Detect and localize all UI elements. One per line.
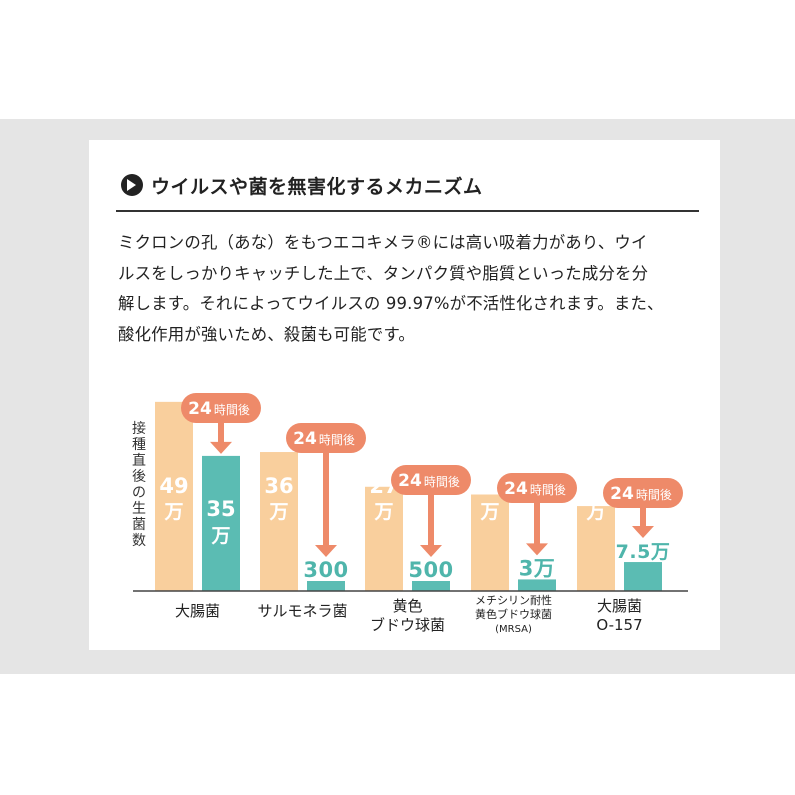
bar-before-label: 49 [159, 474, 188, 498]
bar-after [412, 581, 450, 591]
category-label: 黄色 [392, 597, 422, 615]
callout-number: 24 [504, 479, 528, 499]
callout-arrow [315, 451, 337, 557]
y-axis-label-char: 接 [132, 420, 146, 437]
callout-unit: 時間後 [530, 483, 566, 497]
bar-before-label: 万 [268, 501, 288, 523]
bar-after-label: 35 [206, 497, 235, 521]
bar-after [518, 579, 556, 591]
callout-number: 24 [610, 484, 634, 504]
category-label: O-157 [596, 616, 642, 634]
callout-unit: 時間後 [214, 403, 250, 417]
description: ミクロンの孔（あな）をもつエコキメラ®には高い吸着力があり、ウイ ルスをしっかり… [118, 228, 703, 350]
bar-before [471, 494, 509, 591]
category-label: サルモネラ菌 [257, 602, 347, 620]
bar-before-label: 万 [585, 501, 605, 523]
category-label: ブドウ球菌 [370, 616, 445, 634]
category-label: 大腸菌 [597, 597, 642, 615]
callout-unit: 時間後 [319, 433, 355, 447]
callout-arrow [526, 501, 548, 556]
callout-arrow [632, 506, 654, 539]
y-axis-label-char: 菌 [132, 517, 146, 533]
time-callout-bubble [286, 423, 366, 453]
y-axis-label-char: 数 [132, 533, 146, 549]
time-callout-bubble [181, 393, 261, 423]
bar-before-label: 万 [373, 501, 393, 523]
section-heading: ウイルスや菌を無害化するメカニズム [121, 168, 483, 202]
time-callout-text: 24 時間後 [188, 399, 250, 419]
time-callout-bubble [391, 465, 471, 495]
bar-after-label: 7.5万 [616, 541, 671, 563]
category-label: (MRSA) [495, 624, 532, 635]
bar-after [624, 562, 662, 591]
bar-after-label: 3万 [519, 556, 556, 580]
bar-after [202, 455, 240, 591]
time-callout-text: 24 時間後 [610, 484, 672, 504]
arrow-right-circle-icon [121, 174, 143, 196]
category-label: 黄色ブドウ球菌 [475, 607, 552, 621]
callout-number: 24 [293, 429, 317, 449]
bar-after-label: 500 [408, 558, 453, 582]
callout-number: 24 [398, 471, 422, 491]
y-axis-label-char: 後 [132, 469, 146, 485]
y-axis-label-char: の [132, 485, 146, 501]
section-title: ウイルスや菌を無害化するメカニズム [151, 175, 483, 198]
heading-divider [116, 210, 699, 212]
time-callout-text: 24 時間後 [398, 471, 460, 491]
y-axis-label-char: 直 [132, 452, 146, 469]
callout-unit: 時間後 [636, 488, 672, 502]
bar-before-label: 36 [264, 474, 293, 498]
y-axis-label-char: 生 [132, 501, 146, 517]
callout-number: 24 [188, 399, 212, 419]
time-callout-text: 24 時間後 [504, 479, 566, 499]
bar-before [260, 452, 298, 591]
callout-arrow [210, 421, 232, 454]
bar-after [307, 581, 345, 591]
bar-after-label: 300 [303, 558, 348, 582]
time-callout-bubble [497, 473, 577, 503]
bar-before-label: 万 [163, 501, 183, 523]
bar-before [155, 401, 193, 591]
description-line: 酸化作用が強いため、殺菌も可能です。 [118, 324, 415, 344]
time-callout-text: 24 時間後 [293, 429, 355, 449]
bar-after-label: 万 [210, 525, 230, 547]
description-line: ミクロンの孔（あな）をもつエコキメラ®には高い吸着力があり、ウイ [118, 233, 648, 252]
y-axis-label-char: 種 [132, 437, 146, 453]
bar-before [365, 486, 403, 591]
category-label: 大腸菌 [175, 602, 220, 620]
bar-before [577, 506, 615, 591]
callout-arrow [420, 493, 442, 557]
description-line: ルスをしっかりキャッチした上で、タンパク質や脂質といった成分を分 [118, 263, 649, 283]
time-callout-bubble [603, 478, 683, 508]
category-label: メチシリン耐性 [475, 593, 552, 607]
bar-before-label: 万 [479, 501, 499, 523]
callout-unit: 時間後 [424, 475, 460, 489]
description-line: 解します。それによってウイルスの 99.97%が不活性化されます。また、 [118, 294, 664, 313]
